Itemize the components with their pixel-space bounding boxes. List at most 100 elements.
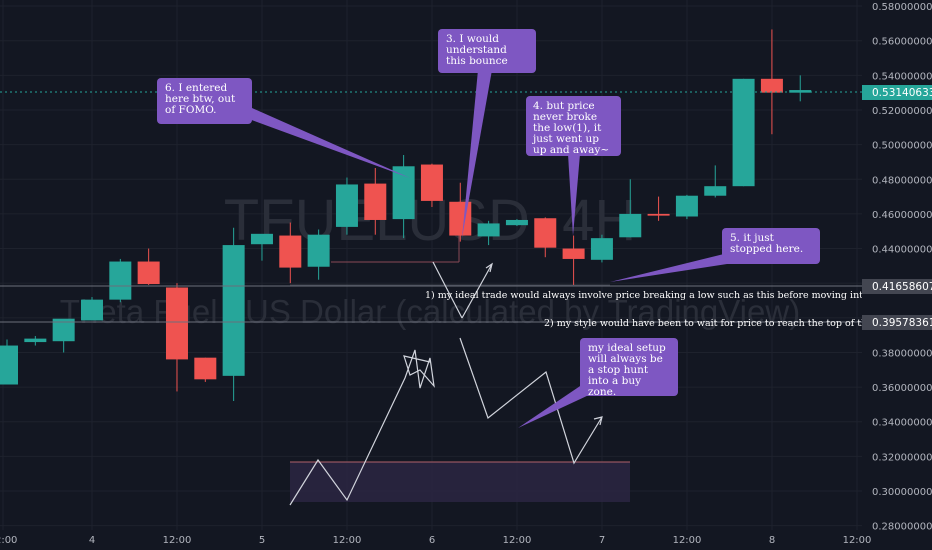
candle-body — [24, 338, 47, 343]
candle-body — [364, 183, 387, 220]
x-tick-label: 12:00 — [503, 535, 532, 546]
candle — [335, 177, 358, 235]
candle — [165, 283, 188, 392]
candle-body — [307, 234, 330, 267]
note-6-callout: 6. I entered here btw, out of FOMO. — [157, 78, 410, 178]
candle — [477, 220, 500, 246]
y-tick-label: 0.34000000 — [872, 418, 932, 429]
y-tick-label: 0.52000000 — [872, 106, 932, 117]
y-tick-label: 0.30000000 — [872, 487, 932, 498]
candle — [194, 357, 217, 382]
y-tick-label: 0.32000000 — [872, 452, 932, 463]
candle — [704, 165, 727, 198]
candle — [80, 297, 103, 321]
time-axis[interactable]: 12:00 4 12:00 5 12:00 6 12:00 7 12:00 8 12:00 — [0, 530, 871, 550]
candle-body — [675, 195, 698, 217]
candle-body — [109, 261, 132, 300]
candle — [137, 248, 160, 285]
candle — [250, 233, 273, 261]
candle-body — [222, 245, 245, 376]
candle-body — [619, 213, 642, 238]
candle — [24, 336, 47, 346]
x-tick-label: 12:00 — [163, 535, 192, 546]
candle-body — [449, 201, 472, 236]
y-tick-label: 0.36000000 — [872, 383, 932, 394]
candle-body — [477, 223, 500, 237]
y-tick-label: 0.50000000 — [872, 141, 932, 152]
arrow-path-2 — [459, 337, 603, 465]
candle — [392, 155, 415, 239]
x-tick-labels: 12:00 4 12:00 5 12:00 6 12:00 7 12:00 8 12:00 — [0, 535, 871, 546]
candle-body — [732, 78, 755, 187]
candle — [52, 318, 75, 353]
candle — [590, 234, 613, 263]
candle — [562, 235, 585, 285]
price-tag-2-text: 0.39578361 — [872, 317, 932, 329]
candle — [534, 217, 557, 258]
candle-body — [760, 78, 783, 93]
candle-body — [0, 345, 18, 385]
price-tag-current: 0.53140633 — [862, 85, 932, 100]
x-tick-label: 6 — [429, 535, 435, 546]
x-tick-label: 8 — [769, 535, 775, 546]
y-tick-label: 0.38000000 — [872, 348, 932, 359]
candle-body — [52, 318, 75, 342]
candle — [760, 29, 783, 135]
x-tick-label: 12:00 — [333, 535, 362, 546]
candle — [0, 339, 18, 385]
note-5-text: 5. it just stopped here. — [730, 232, 803, 255]
candle-body — [704, 186, 727, 196]
y-tick-label: 0.46000000 — [872, 210, 932, 221]
x-tick-label: 12:00 — [0, 535, 17, 546]
note-3-text: 3. I would understand this bounce — [446, 33, 508, 67]
candle-body — [165, 287, 188, 360]
candle — [109, 258, 132, 303]
price-axis[interactable]: 0.28000000 0.30000000 0.32000000 0.34000000… — [862, 0, 932, 550]
candle-body — [789, 90, 812, 93]
candle-body — [392, 166, 415, 220]
arrow-path-1 — [289, 261, 493, 506]
candle-body — [250, 233, 273, 245]
candle-body — [505, 219, 528, 226]
candle-body — [590, 238, 613, 260]
candle — [364, 168, 387, 235]
candle — [505, 219, 528, 227]
stop-hunt-zone — [290, 461, 630, 502]
candle-body — [562, 248, 585, 259]
price-tag-1: 0.41658607 — [862, 279, 932, 294]
x-tick-label: 4 — [89, 535, 95, 546]
annotation-2: 2) my style would have been to wait for … — [544, 318, 913, 329]
candle — [619, 179, 642, 238]
candle — [675, 194, 698, 220]
candle-body — [534, 218, 557, 248]
y-tick-label: 0.54000000 — [872, 71, 932, 82]
note-ideal-text: my ideal setup will always be a stop hunt i… — [588, 342, 666, 398]
price-tag-2: 0.39578361 — [862, 315, 932, 330]
candle-body — [335, 184, 358, 227]
note-6-text: 6. I entered here btw, out of FOMO. — [165, 82, 236, 116]
note-4-callout: 4. but price never broke the low(1), it jus… — [526, 96, 621, 236]
note-5-callout: 5. it just stopped here. — [610, 228, 820, 282]
price-tag-1-text: 0.41658607 — [872, 281, 932, 293]
candle — [279, 222, 302, 284]
note-ideal-callout: my ideal setup will always be a stop hunt i… — [518, 338, 678, 428]
candle — [647, 196, 670, 221]
y-tick-label: 0.48000000 — [872, 175, 932, 186]
candle-body — [420, 164, 443, 201]
y-tick-label: 0.44000000 — [872, 245, 932, 256]
candle-body — [194, 357, 217, 380]
candles — [0, 29, 812, 401]
candle-body — [80, 299, 103, 321]
candle — [307, 229, 330, 280]
price-tag-current-text: 0.53140633 — [872, 87, 932, 99]
note-3-callout: 3. I would understand this bounce — [438, 29, 536, 238]
x-tick-label: 12:00 — [673, 535, 702, 546]
x-tick-label: 7 — [599, 535, 605, 546]
x-tick-label: 5 — [259, 535, 265, 546]
candle-body — [647, 213, 670, 216]
y-tick-label: 0.58000000 — [872, 2, 932, 13]
candle — [222, 227, 245, 401]
y-tick-label: 0.28000000 — [872, 522, 932, 533]
candle-body — [279, 235, 302, 268]
